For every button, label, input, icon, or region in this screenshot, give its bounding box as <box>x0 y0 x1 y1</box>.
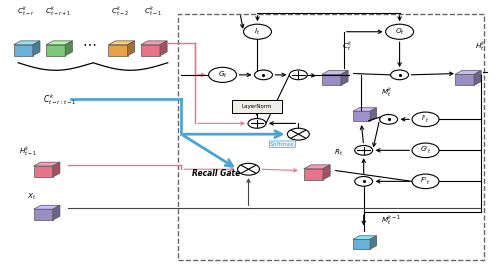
Polygon shape <box>34 162 60 166</box>
Text: $C^k_t$: $C^k_t$ <box>342 40 352 53</box>
Polygon shape <box>33 41 40 56</box>
Circle shape <box>254 70 272 80</box>
Text: $G_t$: $G_t$ <box>218 70 228 80</box>
FancyBboxPatch shape <box>232 100 282 113</box>
Text: $F'_t$: $F'_t$ <box>420 176 430 187</box>
Text: $R_t$: $R_t$ <box>334 148 343 159</box>
Polygon shape <box>474 70 482 85</box>
Circle shape <box>354 146 372 155</box>
Text: $C^k_{t-r:t-1}$: $C^k_{t-r:t-1}$ <box>43 92 76 107</box>
Polygon shape <box>370 108 376 121</box>
Text: $M^k_t$: $M^k_t$ <box>380 86 392 99</box>
Text: $H^k_{t-1}$: $H^k_{t-1}$ <box>19 145 38 159</box>
Polygon shape <box>14 41 40 45</box>
Circle shape <box>386 24 413 39</box>
Polygon shape <box>323 165 330 180</box>
Polygon shape <box>34 166 52 177</box>
Polygon shape <box>322 70 348 74</box>
Polygon shape <box>128 41 134 56</box>
Circle shape <box>244 24 272 39</box>
Polygon shape <box>52 162 60 177</box>
Text: $H^k_t$: $H^k_t$ <box>475 40 486 53</box>
Polygon shape <box>65 41 72 56</box>
Polygon shape <box>141 45 160 56</box>
Text: LayerNorm: LayerNorm <box>242 104 272 109</box>
Polygon shape <box>353 236 376 239</box>
Polygon shape <box>455 74 474 85</box>
Polygon shape <box>141 41 167 45</box>
Circle shape <box>412 112 439 127</box>
Polygon shape <box>34 209 52 220</box>
Polygon shape <box>108 45 128 56</box>
Polygon shape <box>52 205 60 220</box>
Text: $C^k_{t-r+1}$: $C^k_{t-r+1}$ <box>45 5 71 18</box>
Text: $I'_t$: $I'_t$ <box>422 114 430 125</box>
Circle shape <box>238 163 260 175</box>
Polygon shape <box>353 239 370 249</box>
Text: Recall Gate: Recall Gate <box>192 169 240 178</box>
Polygon shape <box>14 45 33 56</box>
Polygon shape <box>108 41 134 45</box>
Text: $C^k_{t-r}$: $C^k_{t-r}$ <box>17 5 34 18</box>
Circle shape <box>390 70 408 80</box>
Polygon shape <box>455 70 481 74</box>
Text: $X_t$: $X_t$ <box>27 191 36 202</box>
Polygon shape <box>46 45 65 56</box>
Polygon shape <box>353 111 370 121</box>
Polygon shape <box>304 169 323 180</box>
Text: $M^{k-1}_t$: $M^{k-1}_t$ <box>380 213 401 227</box>
Polygon shape <box>46 41 72 45</box>
Polygon shape <box>160 41 167 56</box>
Text: $\cdots$: $\cdots$ <box>82 36 96 50</box>
Text: $G'_t$: $G'_t$ <box>420 145 432 156</box>
Circle shape <box>288 128 310 140</box>
Text: $I_t$: $I_t$ <box>254 27 260 37</box>
Circle shape <box>248 118 266 128</box>
Polygon shape <box>370 236 376 249</box>
Text: $C^k_{t-1}$: $C^k_{t-1}$ <box>144 5 162 18</box>
Circle shape <box>208 67 236 82</box>
Polygon shape <box>341 70 348 85</box>
Polygon shape <box>304 165 330 169</box>
Circle shape <box>412 143 439 158</box>
Polygon shape <box>353 108 376 111</box>
Text: Softmax: Softmax <box>270 142 294 147</box>
Polygon shape <box>34 205 60 209</box>
Polygon shape <box>322 74 341 85</box>
Text: $C^k_{t-2}$: $C^k_{t-2}$ <box>112 5 130 18</box>
Text: $O_t$: $O_t$ <box>394 27 404 37</box>
Circle shape <box>354 176 372 186</box>
Circle shape <box>380 114 398 124</box>
Circle shape <box>412 174 439 189</box>
Circle shape <box>290 70 308 80</box>
